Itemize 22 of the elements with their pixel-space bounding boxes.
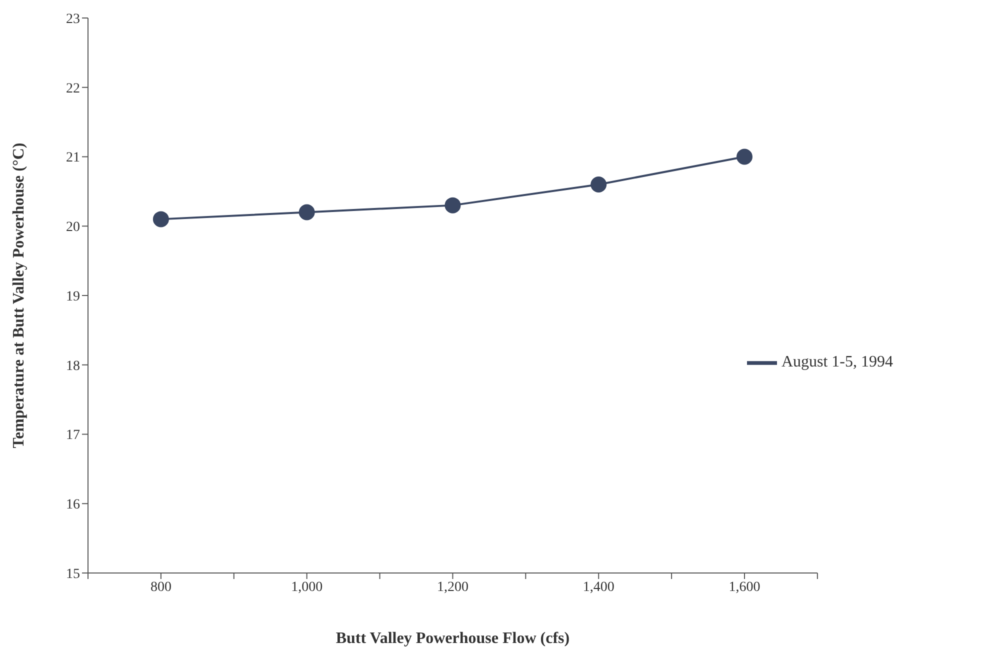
x-tick-label: 1,600 (728, 580, 760, 595)
y-tick-label: 15 (66, 566, 80, 582)
x-tick-label: 1,000 (291, 580, 323, 595)
y-tick-label: 17 (66, 428, 80, 444)
y-tick-label: 16 (66, 498, 80, 513)
point (444, 197, 461, 214)
x-tick-label: 1,200 (436, 580, 468, 595)
y-tick-label: 23 (66, 12, 80, 27)
y-axis-title: Temperature at Butt Valley Powerhouse (°C) (10, 142, 28, 448)
x-tick-label: 800 (150, 580, 172, 595)
point (736, 148, 752, 165)
y-tick-label: 20 (66, 220, 80, 236)
point (298, 204, 315, 220)
y-tick-label: 19 (66, 289, 80, 304)
y-tick-label: 22 (66, 81, 80, 96)
x-axis-title: Butt Valley Powerhouse Flow (cfs) (336, 630, 570, 647)
y-tick-label: 21 (66, 150, 80, 166)
x-tick-label: 1,400 (582, 580, 614, 595)
point (152, 211, 169, 228)
point (590, 176, 607, 192)
legend-label: August 1-5, 1994 (781, 354, 893, 371)
y-tick-label: 18 (66, 358, 80, 374)
